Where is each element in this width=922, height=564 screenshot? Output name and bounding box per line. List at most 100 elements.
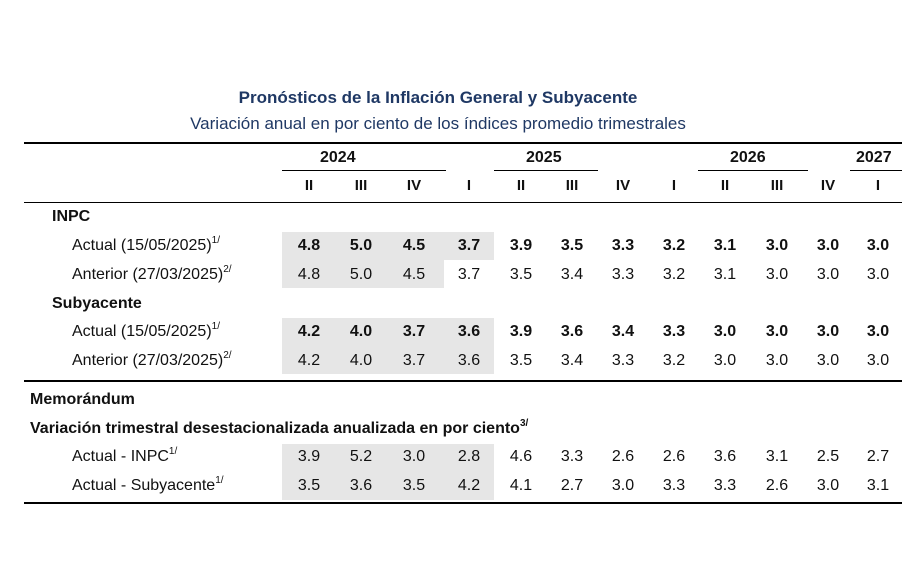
table-cell: 3.3: [560, 448, 584, 465]
table-cell: 3.6: [457, 323, 481, 340]
section-subyacente: Subyacente: [52, 294, 142, 314]
table-cell: 4.8: [297, 266, 321, 283]
table-cell: 3.2: [662, 352, 686, 369]
quarter-header: I: [466, 177, 472, 194]
table-cell: 3.0: [713, 323, 737, 340]
table-cell: 3.7: [402, 352, 426, 369]
table-cell: 4.5: [402, 237, 426, 254]
table-cell: 3.2: [662, 266, 686, 283]
table-cell: 3.6: [457, 352, 481, 369]
table-cell: 3.5: [509, 266, 533, 283]
row-label-inpc_actual: Actual (15/05/2025)1/: [72, 236, 220, 256]
table-cell: 3.6: [349, 477, 373, 494]
row-label-inpc_anterior-footnote: 2/: [223, 264, 232, 275]
table-cell: 3.1: [765, 448, 789, 465]
quarter-header: III: [565, 177, 579, 194]
year-underline: [850, 170, 902, 171]
memo-rule: [24, 380, 902, 382]
section-inpc: INPC: [52, 207, 90, 227]
header-rule: [24, 202, 902, 203]
year-underline: [282, 170, 446, 171]
table-cell: 3.0: [765, 266, 789, 283]
table-title: Pronósticos de la Inflación General y Su…: [238, 88, 638, 107]
row-label-inpc_actual-footnote: 1/: [211, 235, 220, 246]
table-cell: 4.0: [349, 323, 373, 340]
row-label-sub_actual-footnote: 1/: [211, 321, 220, 332]
quarter-header: II: [304, 177, 314, 194]
row-label-memo_inpc-text: Actual - INPC: [72, 448, 169, 465]
shaded-historical-inpc-q1: [444, 232, 494, 260]
section-subyacente-text: Subyacente: [52, 295, 142, 312]
year-header-2026: 2026: [730, 149, 766, 166]
table-cell: 2.5: [816, 448, 840, 465]
year-header-2027: 2027: [856, 149, 892, 166]
table-cell: 3.0: [816, 323, 840, 340]
table-cell: 3.9: [509, 237, 533, 254]
quarter-header: IV: [406, 177, 422, 194]
row-label-sub_anterior-text: Anterior (27/03/2025): [72, 352, 224, 369]
top-rule: [24, 142, 902, 144]
table-cell: 4.5: [402, 266, 426, 283]
quarter-header: III: [354, 177, 368, 194]
bottom-rule: [24, 502, 902, 504]
table-cell: 3.5: [509, 352, 533, 369]
table-cell: 2.6: [765, 477, 789, 494]
table-cell: 3.0: [713, 352, 737, 369]
table-cell: 3.0: [816, 352, 840, 369]
table-cell: 2.7: [866, 448, 890, 465]
row-label-inpc_anterior-text: Anterior (27/03/2025): [72, 266, 224, 283]
table-cell: 3.6: [560, 323, 584, 340]
table-cell: 2.6: [662, 448, 686, 465]
table-cell: 3.4: [560, 266, 584, 283]
table-cell: 3.0: [765, 323, 789, 340]
table-cell: 4.8: [297, 237, 321, 254]
table-cell: 4.6: [509, 448, 533, 465]
quarter-header: III: [770, 177, 784, 194]
table-cell: 4.2: [457, 477, 481, 494]
table-cell: 3.9: [509, 323, 533, 340]
table-cell: 3.6: [713, 448, 737, 465]
table-cell: 2.8: [457, 448, 481, 465]
table-cell: 3.4: [560, 352, 584, 369]
table-cell: 5.2: [349, 448, 373, 465]
row-label-sub_actual-text: Actual (15/05/2025): [72, 323, 212, 340]
table-cell: 3.5: [560, 237, 584, 254]
row-label-sub_anterior: Anterior (27/03/2025)2/: [72, 351, 232, 371]
table-cell: 3.0: [866, 323, 890, 340]
table-subtitle: Variación anual en por ciento de los índ…: [190, 114, 686, 133]
row-label-memo_inpc-footnote: 1/: [168, 446, 178, 457]
table-cell: 3.9: [297, 448, 321, 465]
shaded-historical-inpc: [282, 232, 444, 288]
table-cell: 3.0: [765, 237, 789, 254]
table-cell: 3.5: [297, 477, 321, 494]
table-cell: 3.3: [611, 352, 635, 369]
memo-subtitle-footnote: 3/: [519, 418, 529, 429]
year-header-2024: 2024: [320, 149, 356, 166]
year-underline: [494, 170, 598, 171]
quarter-header: II: [516, 177, 526, 194]
table-cell: 3.0: [866, 237, 890, 254]
table-cell: 3.5: [402, 477, 426, 494]
row-label-memo_sub-footnote: 1/: [215, 475, 224, 486]
table-cell: 3.3: [611, 266, 635, 283]
table-cell: 3.7: [402, 323, 426, 340]
table-cell: 3.3: [713, 477, 737, 494]
table-cell: 3.0: [866, 266, 890, 283]
row-label-inpc_anterior: Anterior (27/03/2025)2/: [72, 265, 232, 285]
table-cell: 5.0: [349, 266, 373, 283]
row-label-memo_sub-text: Actual - Subyacente: [72, 477, 216, 494]
row-label-inpc_actual-text: Actual (15/05/2025): [72, 237, 212, 254]
table-cell: 3.0: [765, 352, 789, 369]
shaded-historical-memo: [282, 444, 494, 500]
row-label-sub_anterior-footnote: 2/: [223, 350, 232, 361]
table-cell: 2.6: [611, 448, 635, 465]
row-label-memo_inpc: Actual - INPC1/: [72, 447, 177, 467]
table-cell: 3.0: [816, 477, 840, 494]
table-cell: 5.0: [349, 237, 373, 254]
quarter-header: IV: [820, 177, 836, 194]
table-cell: 3.7: [457, 237, 481, 254]
section-memorandum-text: Memorándum: [30, 391, 135, 408]
table-cell: 3.3: [611, 237, 635, 254]
section-inpc-text: INPC: [52, 208, 91, 225]
memo-subtitle-text: Variación trimestral desestacionalizada …: [30, 420, 520, 437]
